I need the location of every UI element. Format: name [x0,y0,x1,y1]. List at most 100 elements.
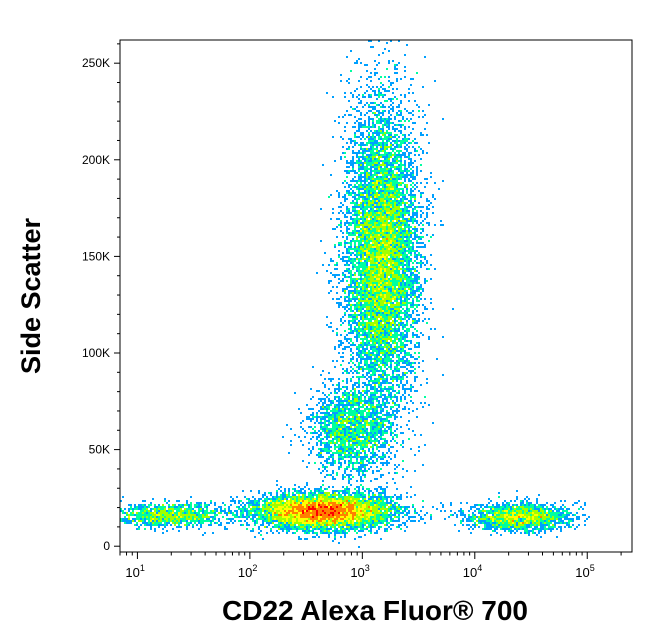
event-dot [400,320,402,322]
event-dot [396,78,398,80]
event-dot [310,398,312,400]
event-dot [358,380,360,382]
event-dot [412,174,414,176]
event-dot [392,282,394,284]
event-dot [376,396,378,398]
event-dot [388,336,390,338]
event-dot [382,196,384,198]
event-dot [374,336,376,338]
event-dot [334,268,336,270]
event-dot [372,150,374,152]
event-dot [374,316,376,318]
event-dot [362,256,364,258]
event-dot [382,432,384,434]
event-dot [366,178,368,180]
event-dot [348,416,350,418]
event-dot [372,308,374,310]
event-dot [358,332,360,334]
event-dot [420,384,422,386]
event-dot [378,254,380,256]
event-dot [338,412,340,414]
event-dot [410,132,412,134]
event-dot [356,194,358,196]
event-dot [364,200,366,202]
event-dot [356,282,358,284]
event-dot [354,402,356,404]
event-dot [396,178,398,180]
event-dot [366,304,368,306]
event-dot [392,370,394,372]
event-dot [366,248,368,250]
event-dot [396,338,398,340]
event-dot [394,68,396,70]
event-dot [372,412,374,414]
event-dot [414,256,416,258]
event-dot [380,392,382,394]
event-dot [362,162,364,164]
event-dot [416,322,418,324]
event-dot [364,208,366,210]
event-dot [376,282,378,284]
event-dot [370,218,372,220]
event-dot [346,416,348,418]
event-dot [428,142,430,144]
event-dot [372,164,374,166]
event-dot [370,328,372,330]
event-dot [380,294,382,296]
event-dot [376,340,378,342]
event-dot [352,160,354,162]
event-dot [366,180,368,182]
event-dot [386,300,388,302]
event-dot [358,220,360,222]
event-dot [410,280,412,282]
event-dot [402,296,404,298]
event-dot [376,134,378,136]
event-dot [390,284,392,286]
event-dot [378,304,380,306]
event-dot [374,328,376,330]
event-dot [402,196,404,198]
event-dot [338,256,340,258]
event-dot [426,214,428,216]
event-dot [358,350,360,352]
event-dot [320,240,322,242]
event-dot [372,334,374,336]
event-dot [364,270,366,272]
event-dot [404,70,406,72]
event-dot [346,428,348,430]
event-dot [396,160,398,162]
event-dot [358,234,360,236]
event-dot [380,112,382,114]
event-dot [408,206,410,208]
event-dot [396,328,398,330]
event-dot [358,212,360,214]
event-dot [406,402,408,404]
event-dot [410,234,412,236]
event-dot [344,408,346,410]
event-dot [350,280,352,282]
event-dot [374,112,376,114]
event-dot [354,180,356,182]
event-dot [348,148,350,150]
event-dot [368,306,370,308]
event-dot [354,364,356,366]
event-dot [364,310,366,312]
event-dot [392,314,394,316]
event-dot [362,368,364,370]
event-dot [356,288,358,290]
event-dot [384,330,386,332]
event-dot [398,240,400,242]
event-dot [374,90,376,92]
event-dot [404,260,406,262]
event-dot [384,308,386,310]
event-dot [410,184,412,186]
event-dot [342,360,344,362]
event-dot [384,290,386,292]
event-dot [412,208,414,210]
event-dot [364,248,366,250]
event-dot [392,388,394,390]
event-dot [414,344,416,346]
event-dot [392,322,394,324]
event-dot [358,266,360,268]
event-dot [414,328,416,330]
